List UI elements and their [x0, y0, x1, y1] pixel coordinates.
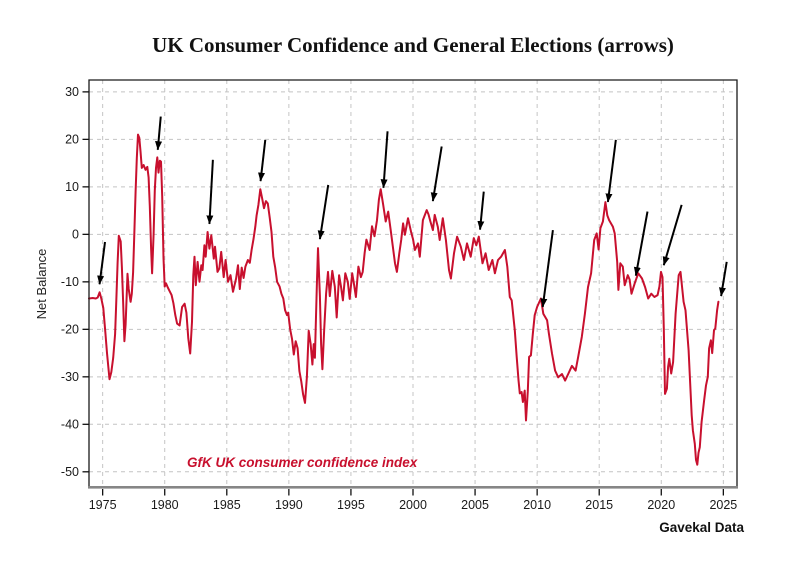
source-credit: Gavekal Data: [659, 520, 744, 535]
series-legend-label: GfK UK consumer confidence index: [187, 455, 418, 470]
election-arrow: [662, 204, 683, 266]
axis-ticks-layer: [82, 91, 724, 496]
y-axis-tick-label: -30: [61, 370, 79, 384]
chart-title: UK Consumer Confidence and General Elect…: [152, 33, 674, 57]
election-arrow: [97, 241, 107, 285]
election-arrow: [633, 211, 649, 277]
axis-tick-labels-layer: 1975 1980 1985 1990 1995 2000 2005 2010 2015 2020…: [61, 85, 737, 512]
y-axis-tick-label: -20: [61, 323, 79, 337]
y-axis-tick-label: -10: [61, 275, 79, 289]
x-axis-tick-label: 1995: [337, 498, 365, 512]
series-layer: [88, 133, 720, 466]
election-arrow: [605, 139, 617, 203]
x-axis-tick-label: 2020: [647, 498, 675, 512]
election-arrow: [258, 139, 267, 182]
y-axis-tick-label: 0: [72, 228, 79, 242]
election-arrow: [430, 146, 443, 202]
election-arrow: [477, 191, 485, 231]
election-arrow: [540, 229, 554, 308]
y-axis-label: Net Balance: [34, 249, 49, 320]
confidence-line: [88, 133, 720, 466]
election-arrow: [206, 159, 214, 225]
election-arrow: [380, 131, 389, 189]
y-axis-tick-label: -40: [61, 418, 79, 432]
x-axis-tick-label: 1985: [213, 498, 241, 512]
election-arrow: [719, 261, 728, 297]
plot-frame: [88, 79, 738, 487]
x-axis-tick-label: 2005: [461, 498, 489, 512]
y-axis-tick-label: 10: [65, 180, 79, 194]
election-arrow: [155, 116, 163, 151]
gridlines-layer: [89, 80, 737, 487]
y-axis-tick-label: 30: [65, 85, 79, 99]
x-axis-tick-label: 2015: [585, 498, 613, 512]
y-axis-tick-label: 20: [65, 133, 79, 147]
y-axis-tick-label: -50: [61, 465, 79, 479]
x-axis-tick-label: 2010: [523, 498, 551, 512]
axes-frame-layer: [88, 79, 738, 489]
election-arrows-layer: [97, 116, 728, 308]
x-axis-tick-label: 2000: [399, 498, 427, 512]
election-arrow: [317, 184, 330, 240]
x-axis-tick-label: 1990: [275, 498, 303, 512]
bottom-axis-spine: [88, 486, 738, 489]
x-axis-tick-label: 1975: [89, 498, 117, 512]
x-axis-tick-label: 1980: [151, 498, 179, 512]
x-axis-tick-label: 2025: [709, 498, 737, 512]
